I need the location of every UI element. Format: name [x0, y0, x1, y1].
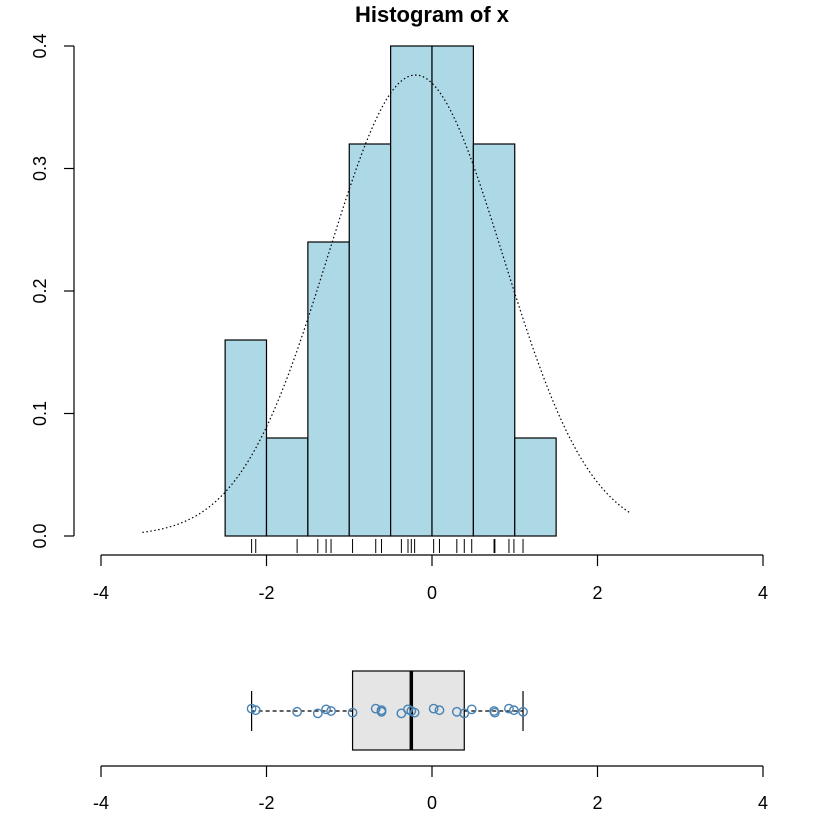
- x-tick-label: 0: [427, 583, 437, 603]
- data-point: [451, 706, 462, 717]
- histogram-bar: [265, 437, 309, 537]
- x-tick-label: -4: [93, 793, 109, 813]
- data-point: [434, 705, 445, 716]
- rug-marks: [251, 539, 524, 553]
- data-point: [376, 706, 387, 717]
- histogram-bar: [390, 45, 433, 537]
- x-tick-label: -4: [93, 583, 109, 603]
- histogram-bar: [472, 143, 516, 537]
- histogram-bar: [514, 437, 557, 537]
- data-point: [409, 707, 420, 718]
- data-point: [326, 706, 336, 716]
- x-tick-label: 0: [427, 793, 437, 813]
- data-point: [312, 708, 323, 719]
- histogram-bars: [224, 45, 557, 537]
- y-tick-label: 0.1: [30, 401, 50, 426]
- density-line: [142, 74, 631, 533]
- x-tick-label: 4: [758, 793, 768, 813]
- x-tick-label: 2: [592, 793, 602, 813]
- data-point: [466, 704, 477, 715]
- chart-title: Histogram of x: [355, 2, 510, 27]
- data-point: [370, 703, 381, 714]
- boxplot: [246, 670, 528, 751]
- data-point: [428, 703, 439, 714]
- data-point: [292, 706, 303, 717]
- data-point: [321, 704, 331, 715]
- x-tick-label: -2: [258, 583, 274, 603]
- density-curve: [142, 74, 631, 533]
- data-point: [250, 705, 261, 716]
- boxplot-x-axis: -4 -2 0 2 4: [93, 765, 768, 813]
- histogram-bar: [431, 45, 474, 537]
- histogram-bar: [307, 241, 350, 537]
- y-tick-label: 0.0: [30, 523, 50, 548]
- histogram-x-axis: -4 -2 0 2 4: [93, 554, 768, 603]
- data-point: [347, 707, 358, 718]
- y-tick-label: 0.2: [30, 278, 50, 303]
- histogram-bar: [224, 339, 268, 537]
- boxplot-box: [351, 670, 465, 751]
- x-tick-label: 4: [758, 583, 768, 603]
- y-tick-label: 0.3: [30, 156, 50, 181]
- y-tick-label: 0.4: [30, 33, 50, 58]
- x-tick-label: -2: [258, 793, 274, 813]
- data-point: [459, 708, 470, 719]
- x-tick-label: 2: [592, 583, 602, 603]
- data-point: [509, 705, 519, 716]
- data-point: [504, 703, 514, 714]
- data-point: [518, 706, 528, 717]
- histogram-bar: [348, 143, 392, 537]
- data-point: [489, 707, 500, 718]
- histogram-y-axis: 0.0 0.1 0.2 0.3 0.4: [30, 33, 75, 549]
